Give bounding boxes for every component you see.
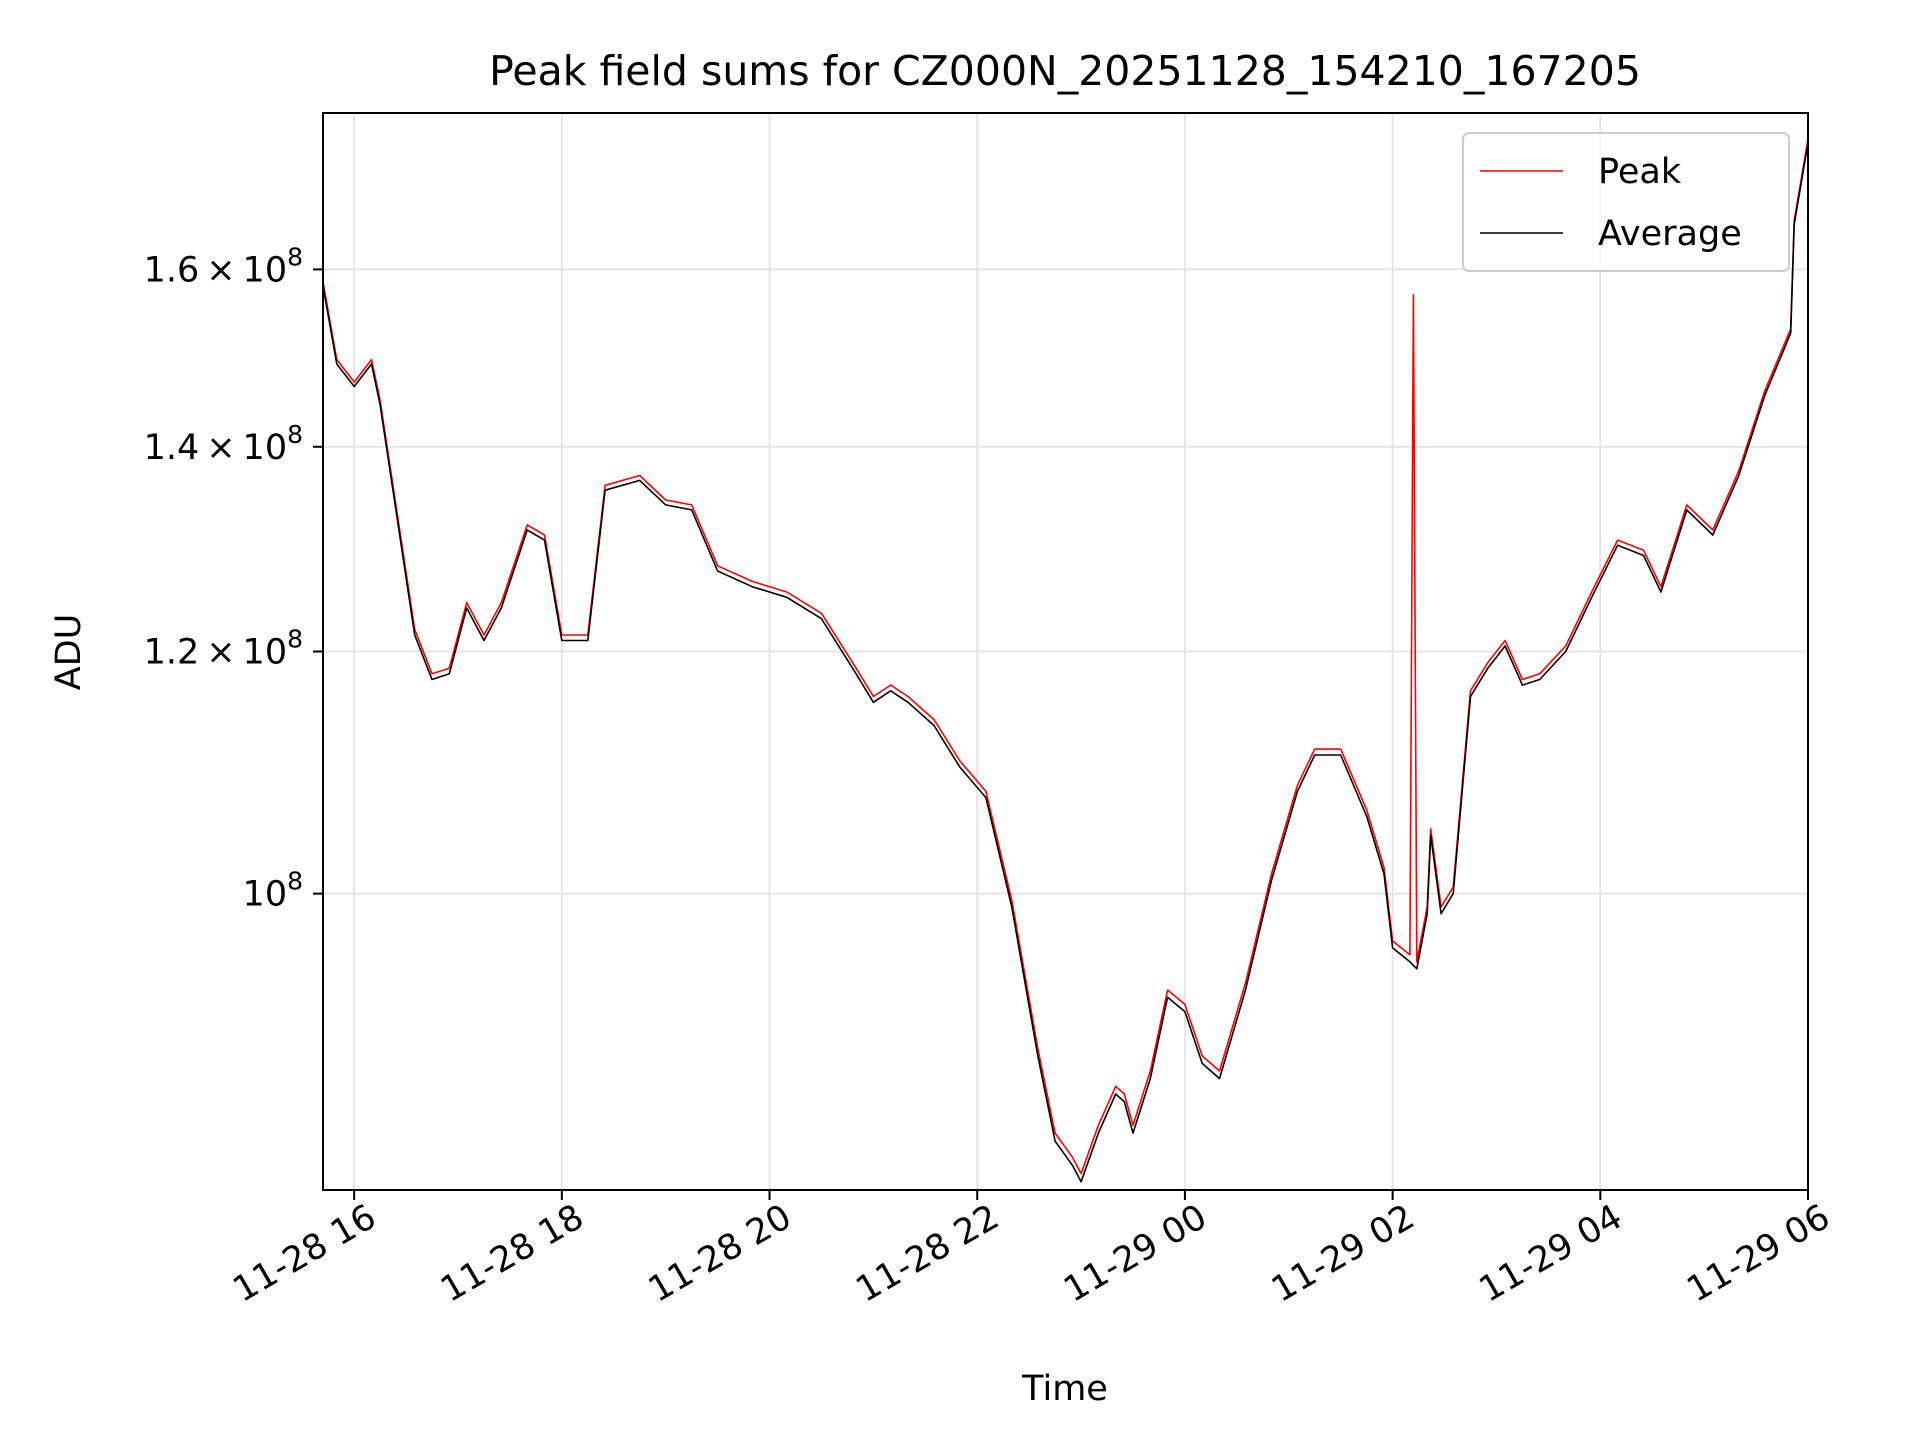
y-tick-label: 1.4 × 108: [144, 420, 303, 468]
legend-label-average: Average: [1598, 214, 1742, 254]
series-line-average: [322, 142, 1809, 1183]
y-axis-label: ADU: [49, 614, 89, 691]
y-tick-label: 1.6 × 108: [144, 242, 303, 290]
y-tick-label: 108: [243, 867, 303, 915]
y-axis: 1.6 × 108 1.4 × 108 1.2 × 108 108: [144, 242, 323, 915]
x-axis-label: Time: [1021, 1369, 1108, 1409]
series-line-peak: [322, 138, 1809, 1175]
legend-box: [1462, 132, 1790, 272]
series-layer: [322, 138, 1809, 1183]
legend: Peak Average: [1462, 132, 1790, 272]
legend-label-peak: Peak: [1598, 152, 1682, 192]
y-tick-label: 1.2 × 108: [144, 625, 303, 673]
chart-title: Peak field sums for CZ000N_20251128_1542…: [489, 47, 1641, 95]
